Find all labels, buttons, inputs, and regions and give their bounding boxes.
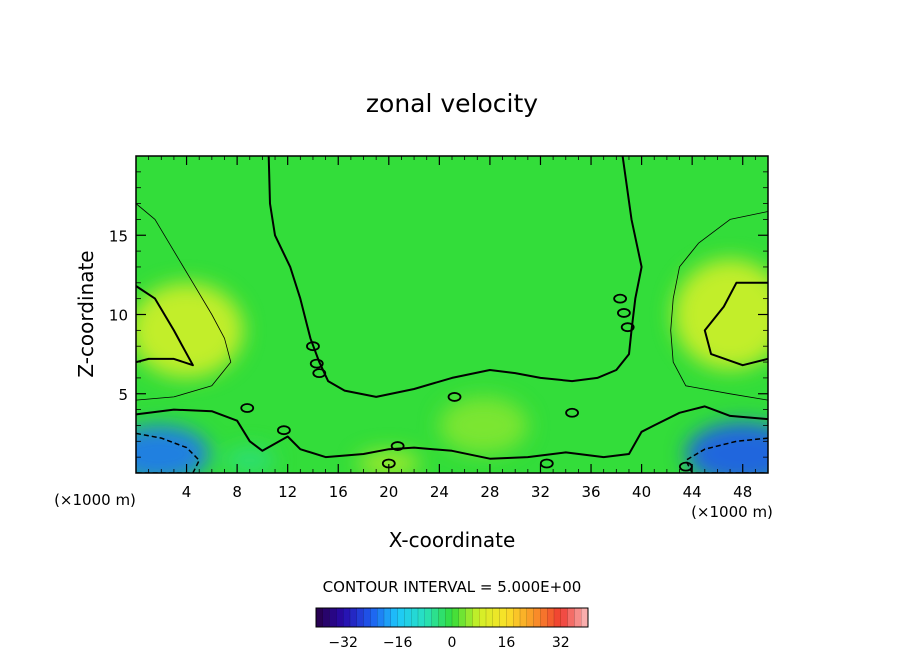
y-tick-label: 10: [109, 307, 128, 325]
colorbar-segment: [547, 608, 555, 627]
colorbar-segment: [316, 608, 324, 627]
x-tick-label: 32: [531, 483, 550, 501]
colorbar-segment: [540, 608, 548, 627]
colorbar-segment: [506, 608, 514, 627]
colorbar-segment: [458, 608, 466, 627]
y-tick-label: 5: [118, 386, 128, 404]
zero-contour-loop: [539, 458, 554, 469]
zero-contour-left-wedge: [136, 285, 194, 367]
x-tick-label: 40: [632, 483, 651, 501]
colorbar-segment: [377, 608, 385, 627]
colorbar-segment: [486, 608, 494, 627]
colorbar-segment: [438, 608, 446, 627]
colorbar-ticks: −32 −16 0 16 32: [328, 635, 569, 651]
x-axis-label: X-coordinate: [389, 528, 516, 552]
contour-interval-label: CONTOUR INTERVAL = 5.000E+00: [323, 578, 582, 596]
colorbar-segment: [343, 608, 351, 627]
zero-contour-loop: [565, 407, 579, 418]
x-tick-label: 24: [430, 483, 449, 501]
x-tick-label: 20: [379, 483, 398, 501]
colorbar-tick-label: −32: [328, 635, 358, 651]
colorbar: [315, 607, 589, 628]
shading-patch: [439, 396, 528, 454]
colorbar-segment: [356, 608, 364, 627]
negative-contour-right: [685, 437, 768, 473]
colorbar-segment: [513, 608, 521, 627]
colorbar-segment: [533, 608, 541, 627]
x-axis-ticks: 4 8 12 16 20 24 28 32 36 40 44 48: [148, 156, 756, 501]
zero-contour-loop: [447, 392, 462, 402]
zero-contour-loop: [390, 441, 405, 451]
colorbar-segment: [397, 608, 405, 627]
colorbar-segment: [554, 608, 562, 627]
x-tick-label: 12: [278, 483, 297, 501]
zero-contour-loop: [306, 341, 320, 352]
colorbar-segment: [390, 608, 398, 627]
colorbar-segment: [404, 608, 412, 627]
chart-title: zonal velocity: [366, 89, 538, 118]
zero-contour-loop: [620, 322, 635, 333]
colorbar-segment: [336, 608, 344, 627]
colorbar-segment: [329, 608, 337, 627]
colorbar-segment: [520, 608, 528, 627]
colorbar-segment: [431, 608, 439, 627]
zero-contour-bottom: [136, 405, 768, 460]
colorbar-segment: [445, 608, 453, 627]
colorbar-segment: [560, 608, 568, 627]
shading-patch: [673, 259, 768, 370]
colorbar-segment: [424, 608, 432, 627]
x-tick-label: 28: [480, 483, 499, 501]
x-tick-label: 44: [683, 483, 702, 501]
colorbar-segment: [465, 608, 473, 627]
x-unit-right: (×1000 m): [691, 503, 773, 521]
zero-contour-loop: [276, 425, 291, 436]
colorbar-segment: [322, 608, 330, 627]
colorbar-segment: [363, 608, 371, 627]
y-axis-ticks: 5 10 15: [109, 171, 768, 458]
colorbar-segment: [581, 608, 589, 627]
zero-contour-loop: [617, 308, 631, 318]
colorbar-segment: [567, 608, 575, 627]
zero-contour-right-wedge: [703, 281, 768, 367]
colorbar-segment: [472, 608, 480, 627]
colorbar-segment: [479, 608, 487, 627]
shading-patch: [357, 450, 421, 473]
colorbar-segment: [418, 608, 426, 627]
x-tick-label: 16: [329, 483, 348, 501]
colorbar-segment: [384, 608, 392, 627]
x-tick-label: 36: [581, 483, 600, 501]
colorbar-tick-label: −16: [383, 635, 413, 651]
colorbar-segment: [499, 608, 507, 627]
colorbar-frame: [315, 607, 589, 628]
colorbar-segment: [411, 608, 419, 627]
shading-patch: [136, 425, 210, 473]
colorbar-segment: [492, 608, 500, 627]
colorbar-segment: [452, 608, 460, 627]
colorbar-tick-label: 16: [497, 635, 515, 651]
x-tick-label: 4: [182, 483, 192, 501]
thin-contour-right: [670, 211, 768, 401]
zero-contour-loop: [613, 293, 628, 304]
shading-patch: [685, 422, 768, 473]
x-tick-label: 48: [733, 483, 752, 501]
colorbar-segment: [370, 608, 378, 627]
zero-contour-loop: [312, 368, 327, 379]
colorbar-segment: [526, 608, 534, 627]
shading-patch: [136, 282, 244, 378]
thin-contour-left: [136, 203, 232, 401]
colorbar-tick-label: 0: [448, 635, 457, 651]
colorbar-tick-label: 32: [552, 635, 570, 651]
zero-contour-loop: [240, 403, 255, 413]
zero-contour-loop: [309, 358, 324, 369]
x-unit-left: (×1000 m): [54, 491, 136, 509]
colorbar-segment: [350, 608, 358, 627]
x-tick-label: 8: [232, 483, 242, 501]
colorbar-segment: [574, 608, 582, 627]
y-axis-label: Z-coordinate: [74, 250, 98, 377]
y-tick-label: 15: [109, 227, 128, 245]
